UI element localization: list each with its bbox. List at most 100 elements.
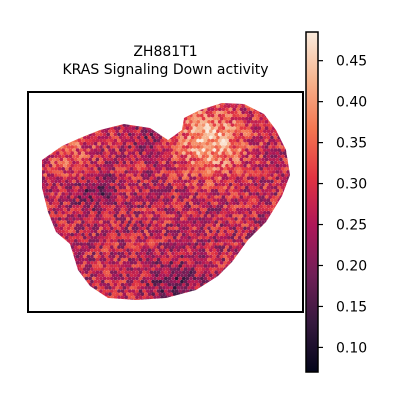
tissue-spot [90, 148, 94, 153]
tissue-spot [275, 145, 280, 149]
tissue-spot [142, 289, 147, 293]
tissue-spot [205, 98, 209, 102]
tissue-spot [180, 192, 184, 196]
tissue-spot [118, 173, 123, 178]
tissue-spot [142, 201, 147, 206]
tissue-spot [270, 173, 274, 178]
tissue-spot [178, 113, 183, 118]
tissue-spot [223, 110, 228, 115]
tissue-spot [194, 223, 199, 228]
tissue-spot [111, 173, 116, 178]
tissue-spot [205, 217, 210, 221]
tissue-spot [190, 298, 195, 300]
tissue-spot [286, 138, 290, 143]
tissue-spot [75, 273, 80, 278]
tissue-spot [131, 201, 136, 206]
tissue-spot [279, 113, 283, 118]
tissue-spot [79, 104, 84, 109]
tissue-spot [79, 154, 84, 159]
tissue-spot [160, 245, 165, 250]
tissue-spot [82, 254, 87, 259]
tissue-spot [75, 148, 80, 153]
tissue-spot [176, 198, 181, 203]
tissue-spot [167, 126, 172, 131]
tissue-spot [154, 167, 159, 171]
tissue-spot [289, 232, 290, 237]
tissue-spot [106, 163, 111, 168]
tissue-spot [111, 273, 116, 278]
tissue-spot [97, 223, 102, 228]
tissue-spot [262, 198, 267, 203]
tissue-spot [91, 103, 96, 105]
tissue-spot [50, 267, 55, 271]
tissue-spot [219, 116, 224, 121]
tissue-spot [180, 116, 184, 121]
tissue-spot [189, 138, 193, 143]
tissue-spot [104, 217, 109, 221]
tissue-spot [115, 148, 120, 153]
tissue-spot [246, 295, 251, 300]
tissue-spot [95, 113, 100, 118]
tissue-spot [284, 123, 289, 127]
tissue-spot [255, 204, 260, 209]
tissue-spot [68, 167, 73, 171]
tissue-spot [228, 113, 233, 118]
tissue-spot [183, 235, 188, 240]
tissue-spot [207, 232, 211, 237]
tissue-spot [262, 292, 267, 297]
tissue-spot [160, 157, 165, 162]
tissue-spot [82, 135, 87, 140]
tissue-spot [138, 220, 143, 225]
tissue-spot [205, 210, 210, 215]
tissue-spot [275, 239, 280, 243]
tissue-spot [171, 257, 175, 262]
tissue-spot [248, 267, 253, 271]
tissue-spot [140, 116, 145, 121]
tissue-spot [217, 182, 222, 187]
tissue-spot [36, 198, 40, 202]
tissue-spot [75, 242, 80, 247]
tissue-spot [214, 270, 219, 275]
tissue-spot [198, 204, 202, 209]
tissue-spot [82, 110, 87, 115]
tissue-spot [252, 110, 256, 115]
tissue-spot [279, 239, 283, 243]
tissue-spot [115, 141, 120, 146]
tissue-spot [176, 242, 181, 247]
tissue-spot [183, 261, 188, 265]
tissue-spot [72, 98, 76, 102]
tissue-spot [109, 188, 114, 193]
tissue-spot [59, 295, 64, 300]
tissue-spot [174, 157, 179, 162]
tissue-spot [151, 235, 156, 240]
tissue-spot [286, 220, 290, 225]
tissue-spot [271, 170, 276, 174]
tissue-spot [201, 235, 206, 240]
tissue-spot [246, 176, 251, 181]
tissue-spot [178, 264, 183, 268]
tissue-spot [239, 182, 244, 187]
tissue-spot [38, 270, 42, 274]
tissue-spot [140, 204, 145, 209]
tissue-spot [189, 276, 193, 281]
tissue-spot [248, 173, 253, 178]
tissue-spot [235, 103, 240, 105]
tissue-spot [153, 214, 157, 218]
tissue-spot [108, 229, 112, 234]
tissue-spot [216, 210, 220, 215]
tissue-spot [72, 248, 76, 253]
tissue-spot [144, 286, 148, 290]
tissue-spot [205, 292, 210, 297]
tissue-spot [172, 141, 177, 146]
tissue-spot [73, 257, 78, 262]
tissue-spot [109, 257, 114, 262]
tissue-spot [93, 223, 98, 228]
tissue-spot [72, 217, 76, 221]
tissue-spot [235, 145, 240, 149]
tissue-spot [250, 170, 255, 174]
tissue-spot [246, 239, 251, 243]
tissue-spot [147, 229, 152, 234]
tissue-spot [266, 192, 271, 196]
tissue-spot [172, 248, 177, 253]
tissue-spot [100, 261, 105, 265]
